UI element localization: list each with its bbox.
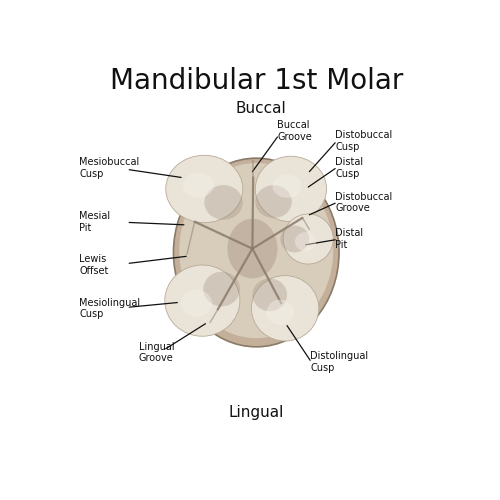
Text: Mesiolingual
Cusp: Mesiolingual Cusp [79, 298, 140, 319]
Text: Lewis
Offset: Lewis Offset [79, 254, 108, 276]
Ellipse shape [181, 290, 212, 317]
Text: Distal
Cusp: Distal Cusp [335, 157, 364, 178]
Text: Buccal
Groove: Buccal Groove [278, 120, 312, 142]
Text: Lingual
Groove: Lingual Groove [139, 342, 174, 363]
Ellipse shape [166, 156, 243, 222]
Text: Mesial
Pit: Mesial Pit [79, 211, 110, 233]
Ellipse shape [174, 158, 339, 347]
Text: Mandibular 1st Molar: Mandibular 1st Molar [110, 67, 403, 95]
Ellipse shape [280, 226, 309, 252]
Ellipse shape [183, 172, 214, 198]
Ellipse shape [256, 156, 326, 222]
Ellipse shape [272, 174, 302, 198]
Ellipse shape [228, 219, 278, 278]
Ellipse shape [266, 300, 293, 324]
Text: Buccal: Buccal [235, 100, 286, 116]
Ellipse shape [252, 276, 319, 341]
Ellipse shape [295, 232, 316, 252]
Ellipse shape [256, 186, 292, 218]
Text: Mesiobuccal
Cusp: Mesiobuccal Cusp [79, 157, 140, 178]
Ellipse shape [204, 185, 243, 220]
Ellipse shape [165, 265, 240, 336]
Text: Distolingual
Cusp: Distolingual Cusp [310, 352, 368, 373]
Ellipse shape [204, 272, 240, 306]
Text: Distobuccal
Cusp: Distobuccal Cusp [335, 130, 392, 152]
Ellipse shape [179, 163, 333, 338]
Text: Lingual: Lingual [228, 405, 284, 420]
Ellipse shape [252, 278, 287, 311]
Text: Distobuccal
Groove: Distobuccal Groove [335, 192, 392, 213]
Ellipse shape [283, 214, 333, 264]
Text: Distal
Pit: Distal Pit [335, 228, 364, 250]
